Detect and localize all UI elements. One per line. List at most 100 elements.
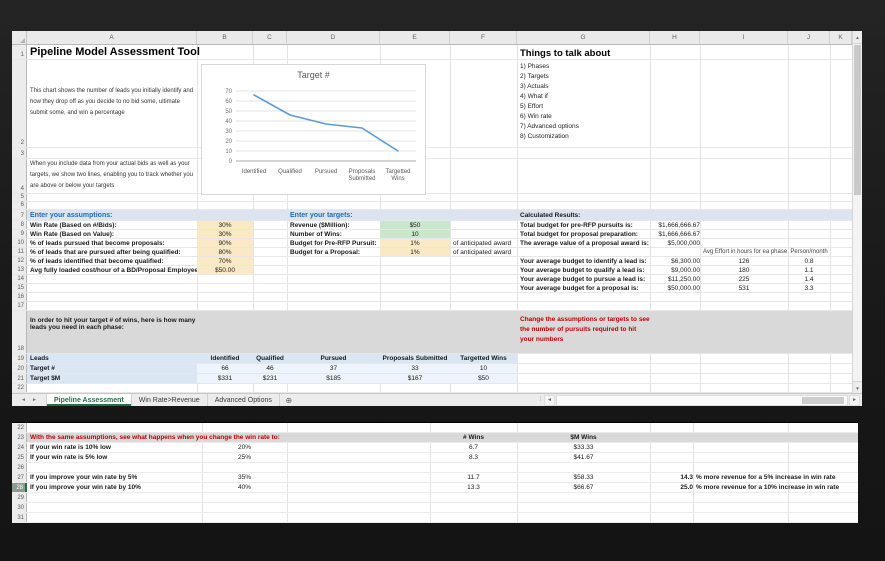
leads-value: $50 [450,374,517,383]
column-header-j[interactable]: J [788,31,830,44]
row-header-23[interactable]: 23 [12,433,27,442]
row-header-12[interactable]: 12 [12,257,27,265]
row-header-5[interactable]: 5 [12,194,27,201]
svg-text:60: 60 [225,99,232,105]
row-header-28[interactable]: 28 [12,483,27,492]
row-header-15[interactable]: 15 [12,284,27,292]
scroll-up-icon[interactable]: ▲ [853,31,862,44]
row-header-6[interactable]: 6 [12,202,27,209]
row-header-8[interactable]: 8 [12,221,27,229]
row-header-31[interactable]: 31 [12,513,27,522]
select-all-corner[interactable] [12,31,27,44]
chart-x-label: Proposals Submitted [348,169,376,182]
budget-value: $11,250.00 [667,275,700,283]
row-header-30[interactable]: 30 [12,503,27,512]
row-header-13[interactable]: 13 [12,266,27,274]
target-note: of anticipated award [453,248,512,256]
row-header-2[interactable]: 2 [12,60,27,147]
sheet-row: 26 [12,463,858,473]
next-sheet-icon[interactable]: ► [32,397,37,403]
whatif-label: If your win rate is 10% low [30,444,111,451]
add-sheet-icon[interactable]: ⊕ [285,395,293,405]
row-header-22[interactable]: 22 [12,384,27,392]
wins-col-header: # Wins [463,434,484,441]
assumption-input-cell[interactable]: 70% [197,257,253,265]
row-header-3[interactable]: 3 [12,148,27,158]
row-header-19[interactable]: 19 [12,354,27,363]
row-header-16[interactable]: 16 [12,293,27,301]
column-header-f[interactable]: F [450,31,517,44]
column-header-g[interactable]: G [517,31,650,44]
splitter-dots-icon[interactable]: ⁞ [539,397,541,403]
assumption-label: Win Rate (Based on Value): [30,230,115,238]
row-header-11[interactable]: 11 [12,248,27,256]
result-label: The average value of a proposal award is… [520,239,649,247]
horizontal-scroll-thumb[interactable] [802,396,844,404]
target-input-cell[interactable]: 10 [380,230,450,238]
column-header-b[interactable]: B [197,31,253,44]
tab-pipeline-assessment[interactable]: Pipeline Assessment [46,394,132,406]
column-header-e[interactable]: E [380,31,450,44]
what-if-pane: 22 With the same assumptions, see what h… [12,422,858,523]
target-input-cell[interactable]: 1% [380,239,450,247]
tab-advanced-options[interactable]: Advanced Options [208,394,280,406]
row-header-22[interactable]: 22 [12,423,27,432]
column-header-i[interactable]: I [700,31,788,44]
assumption-input-cell[interactable]: 90% [197,239,253,247]
leads-band [27,354,517,363]
row-header-26[interactable]: 26 [12,463,27,472]
gridlines [12,423,858,523]
row-header-21[interactable]: 21 [12,374,27,383]
row-header-29[interactable]: 29 [12,493,27,502]
vertical-scroll-thumb[interactable] [854,45,861,195]
assumption-input-cell[interactable]: 30% [197,221,253,229]
row-header-18[interactable]: 18 [12,311,27,353]
scroll-down-icon[interactable]: ▼ [853,381,862,394]
budget-label: Your average budget to qualify a lead is… [520,266,645,274]
whatif-note: % more revenue for a 10% increase in win… [696,484,840,491]
sheet-row: 6 [12,202,852,210]
scroll-right-icon[interactable]: ► [849,394,860,406]
row-header-4[interactable]: 4 [12,159,27,193]
row-header-27[interactable]: 27 [12,473,27,482]
gridline [202,423,203,523]
budget-hours: 126 [738,257,750,265]
row-header-1[interactable]: 1 [12,45,27,59]
row-header-9[interactable]: 9 [12,230,27,238]
column-header-c[interactable]: C [253,31,287,44]
row-header-17[interactable]: 17 [12,302,27,310]
row-header-20[interactable]: 20 [12,364,27,373]
target-input-cell[interactable]: $50 [380,221,450,229]
target-input-cell[interactable]: 1% [380,248,450,256]
column-header-d[interactable]: D [287,31,380,44]
change-note: Change the assumptions or targets to see… [520,316,650,343]
phase-note: In order to hit your target # of wins, h… [30,317,196,331]
assumption-input-cell[interactable]: $50.00 [197,266,253,274]
budget-label: Your average budget to pursue a lead is: [520,275,646,283]
effort-hours-header: Avg Effort in hours for ea phase [703,249,788,255]
tab-win-rate-revenue[interactable]: Win Rate>Revenue [132,394,208,406]
row-header-25[interactable]: 25 [12,453,27,462]
whatif-wins: 8.3 [468,454,479,461]
sheet-row: 22 [12,423,858,433]
horizontal-scroll-track[interactable] [556,394,848,406]
sheet-row: If your win rate is 10% low 20% 6.7 $33.… [12,443,858,453]
column-header-k[interactable]: K [830,31,852,44]
target-number-chart[interactable]: Target # 0 10 20 30 40 50 60 70 Identified Quali… [201,64,426,195]
sheet-row: 22 [12,384,852,393]
target-label: Number of Wins: [290,230,342,238]
row-header-24[interactable]: 24 [12,443,27,452]
assumption-input-cell[interactable]: 30% [197,230,253,238]
column-header-a[interactable]: A [27,31,197,44]
prev-sheet-icon[interactable]: ◄ [21,397,26,403]
row-header-7[interactable]: 7 [12,210,27,220]
leads-row-label: Target $M [30,375,61,382]
row-header-14[interactable]: 14 [12,275,27,283]
scroll-left-icon[interactable]: ◄ [544,394,555,406]
vertical-scrollbar[interactable]: ▲ ▼ [852,31,862,394]
column-header-h[interactable]: H [650,31,700,44]
row-header-10[interactable]: 10 [12,239,27,247]
svg-text:50: 50 [225,109,232,115]
whatif-rate: 25% [237,454,251,461]
assumption-input-cell[interactable]: 80% [197,248,253,256]
